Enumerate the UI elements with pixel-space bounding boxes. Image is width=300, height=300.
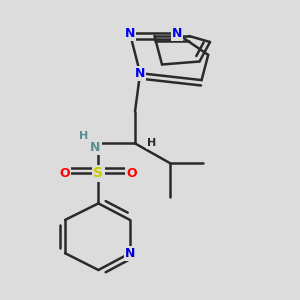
Text: H: H bbox=[79, 131, 88, 141]
Text: H: H bbox=[147, 138, 156, 148]
Text: O: O bbox=[60, 167, 70, 180]
Text: N: N bbox=[125, 27, 135, 40]
Text: S: S bbox=[93, 167, 103, 180]
Text: N: N bbox=[125, 247, 135, 260]
Text: O: O bbox=[126, 167, 137, 180]
Text: N: N bbox=[135, 67, 145, 80]
Text: N: N bbox=[172, 27, 182, 40]
Text: N: N bbox=[90, 141, 100, 154]
